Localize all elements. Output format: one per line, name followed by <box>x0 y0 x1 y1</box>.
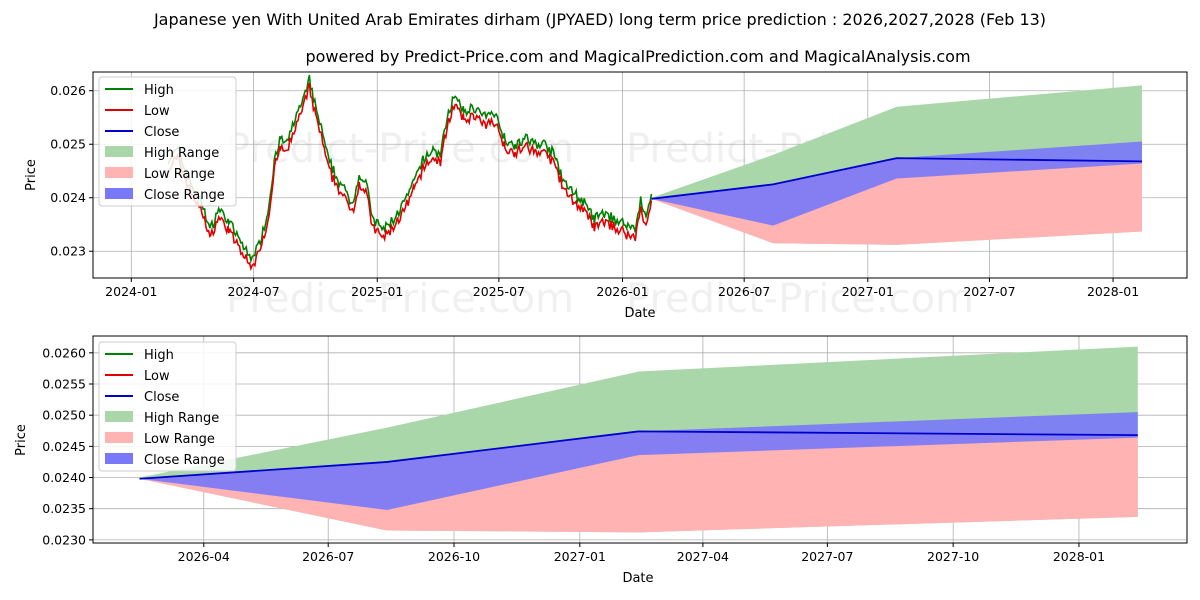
bottom-legend-high-range: High Range <box>144 411 219 426</box>
top-xtick-label: 2024-01 <box>105 284 157 299</box>
chart-subtitle: powered by Predict-Price.com and Magical… <box>305 47 970 66</box>
top-watermark-3: Predict-Price.com <box>226 276 574 322</box>
bottom-legend-close-range-swatch <box>105 453 133 464</box>
top-xtick-label: 2025-01 <box>351 284 403 299</box>
bottom-panel: Predict-Price.com 2026-042026-072026-102… <box>14 335 1188 586</box>
top-xlabel: Date <box>624 306 655 321</box>
top-legend-high-range-swatch <box>105 146 133 157</box>
top-watermark-4: Predict-Price.com <box>626 276 974 322</box>
top-legend-close-range-swatch <box>105 188 133 199</box>
bottom-ylabel: Price <box>14 424 29 456</box>
top-legend-close-range: Close Range <box>144 188 225 203</box>
top-legend-close: Close <box>144 125 179 140</box>
top-panel: Predict-Price.com Predict-Price.com Pred… <box>24 71 1188 322</box>
bottom-ytick-label: 0.0240 <box>42 470 86 485</box>
bottom-close-line <box>139 430 1138 480</box>
top-xtick-label: 2026-07 <box>718 284 770 299</box>
bottom-legend: High Low Close High Range Low Range Clos… <box>98 341 237 472</box>
top-ytick-label: 0.025 <box>50 137 86 152</box>
bottom-xtick-label: 2027-01 <box>554 549 606 564</box>
top-ytick-label: 0.023 <box>50 244 86 259</box>
bottom-legend-close: Close <box>144 390 179 405</box>
bottom-xtick-label: 2026-10 <box>428 549 480 564</box>
bottom-legend-low: Low <box>144 369 170 384</box>
bottom-xtick-label: 2027-07 <box>801 549 853 564</box>
bottom-xlabel: Date <box>622 571 653 586</box>
bottom-legend-box <box>98 341 237 472</box>
top-close-range-band <box>651 141 1142 226</box>
top-xtick-label: 2026-01 <box>596 284 648 299</box>
top-ytick-label: 0.024 <box>50 190 86 205</box>
top-legend-box <box>98 76 237 207</box>
top-legend-high-range: High Range <box>144 146 219 161</box>
top-legend-low: Low <box>144 104 170 119</box>
bottom-xtick-label: 2027-10 <box>927 549 979 564</box>
top-close-line <box>651 157 1142 200</box>
bottom-xtick-label: 2026-07 <box>302 549 354 564</box>
top-ylabel: Price <box>24 159 39 191</box>
bottom-ytick-label: 0.0260 <box>42 345 86 360</box>
bottom-xtick-label: 2026-04 <box>178 549 230 564</box>
top-ytick-label: 0.026 <box>50 83 86 98</box>
bottom-legend-high: High <box>144 348 174 363</box>
bottom-legend-low-range-swatch <box>105 432 133 443</box>
bottom-xtick-label: 2027-04 <box>677 549 729 564</box>
chart-title: Japanese yen With United Arab Emirates d… <box>153 10 1046 29</box>
top-xtick-label: 2027-07 <box>963 284 1015 299</box>
bottom-ytick-label: 0.0250 <box>42 408 86 423</box>
top-legend-high: High <box>144 83 174 98</box>
bottom-legend-high-range-swatch <box>105 411 133 422</box>
top-xtick-label: 2024-07 <box>227 284 279 299</box>
top-low-line <box>167 82 653 272</box>
bottom-legend-close-range: Close Range <box>144 453 225 468</box>
bottom-ytick-label: 0.0230 <box>42 532 86 547</box>
bottom-ytick-label: 0.0255 <box>42 377 86 392</box>
top-xtick-label: 2028-01 <box>1087 284 1139 299</box>
bottom-ytick-label: 0.0245 <box>42 439 86 454</box>
top-xtick-label: 2027-01 <box>842 284 894 299</box>
bottom-plot-frame <box>92 335 1188 544</box>
bottom-close-range-band <box>139 412 1138 510</box>
bottom-ytick-label: 0.0235 <box>42 501 86 516</box>
top-legend-low-range-swatch <box>105 167 133 178</box>
bottom-xtick-label: 2028-01 <box>1053 549 1105 564</box>
top-legend-low-range: Low Range <box>144 167 215 182</box>
bottom-legend-low-range: Low Range <box>144 432 215 447</box>
top-plot-frame <box>92 71 1188 279</box>
top-xtick-label: 2025-07 <box>473 284 525 299</box>
top-high-line <box>167 74 653 264</box>
top-legend: High Low Close High Range Low Range Clos… <box>98 76 237 207</box>
